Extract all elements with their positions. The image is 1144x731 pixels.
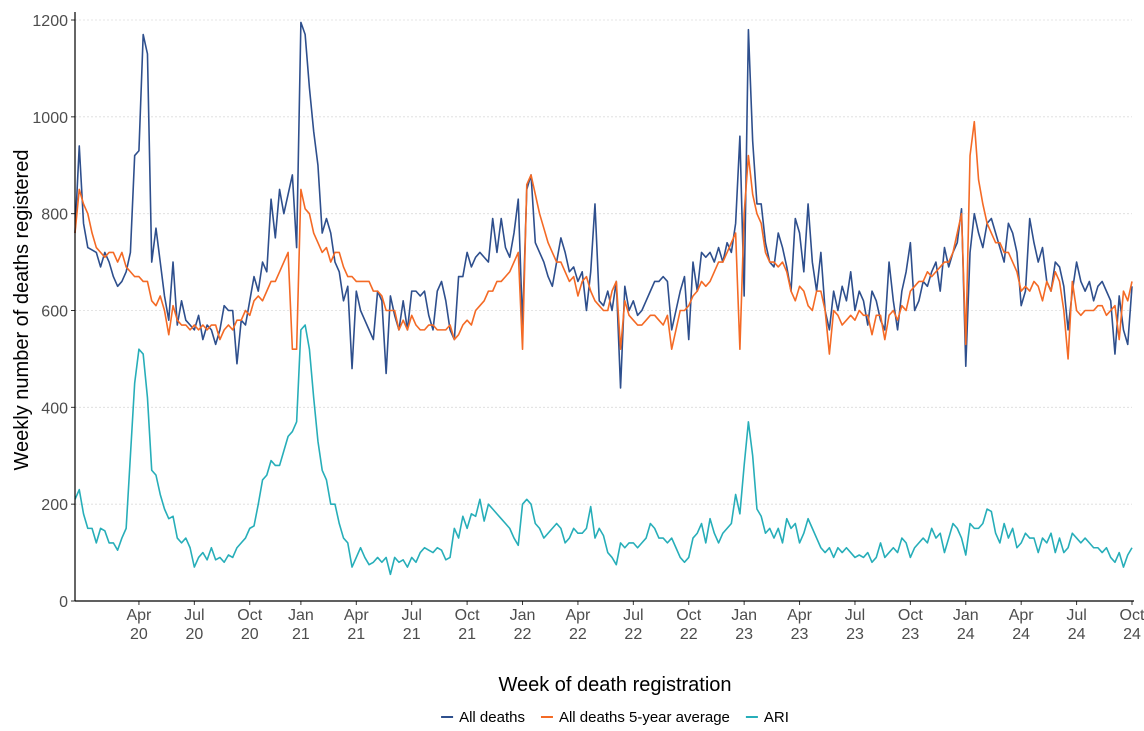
x-tick-label: Oct 23 xyxy=(898,607,923,643)
x-tick-label: Jan 23 xyxy=(731,607,757,643)
x-tick-label: Jul 21 xyxy=(401,607,421,643)
x-axis-title: Week of death registration xyxy=(498,674,731,696)
series-line xyxy=(74,21,1133,389)
legend-label: ARI xyxy=(764,709,789,726)
legend: All deaths All deaths 5-year average ARI xyxy=(441,709,789,726)
x-tick-label: Apr 21 xyxy=(344,607,370,643)
legend-label: All deaths 5-year average xyxy=(559,709,730,726)
x-tick-label: Apr 24 xyxy=(1009,607,1035,643)
x-tick-label: Oct 22 xyxy=(676,607,701,643)
y-tick-label: 600 xyxy=(41,304,68,321)
y-tick-label: 1000 xyxy=(32,110,68,127)
x-tick-label: Apr 22 xyxy=(565,607,591,643)
x-tick-label: Oct 24 xyxy=(1120,607,1144,643)
x-tick-label: Apr 20 xyxy=(126,607,152,643)
x-tick-label: Jul 22 xyxy=(623,607,643,643)
x-tick-label: Oct 21 xyxy=(455,607,480,643)
y-tick-label: 800 xyxy=(41,207,68,224)
x-tick-label: Jul 20 xyxy=(184,607,204,643)
series-line xyxy=(74,324,1133,576)
y-tick-label: 200 xyxy=(41,497,68,514)
x-tick-label: Jul 24 xyxy=(1066,607,1086,643)
y-tick-label: 1200 xyxy=(32,13,68,30)
x-tick-label: Jul 23 xyxy=(845,607,865,643)
legend-label: All deaths xyxy=(459,709,525,726)
y-tick-label: 400 xyxy=(41,400,68,417)
x-tick-label: Jan 22 xyxy=(510,607,536,643)
x-tick-label: Jan 21 xyxy=(288,607,314,643)
series-line xyxy=(74,120,1133,360)
x-tick-label: Oct 20 xyxy=(237,607,262,643)
y-axis-title: Weekly number of deaths registered xyxy=(11,150,33,471)
x-tick-label: Jan 24 xyxy=(953,607,979,643)
y-tick-label: 0 xyxy=(59,594,68,611)
x-tick-label: Apr 23 xyxy=(787,607,813,643)
